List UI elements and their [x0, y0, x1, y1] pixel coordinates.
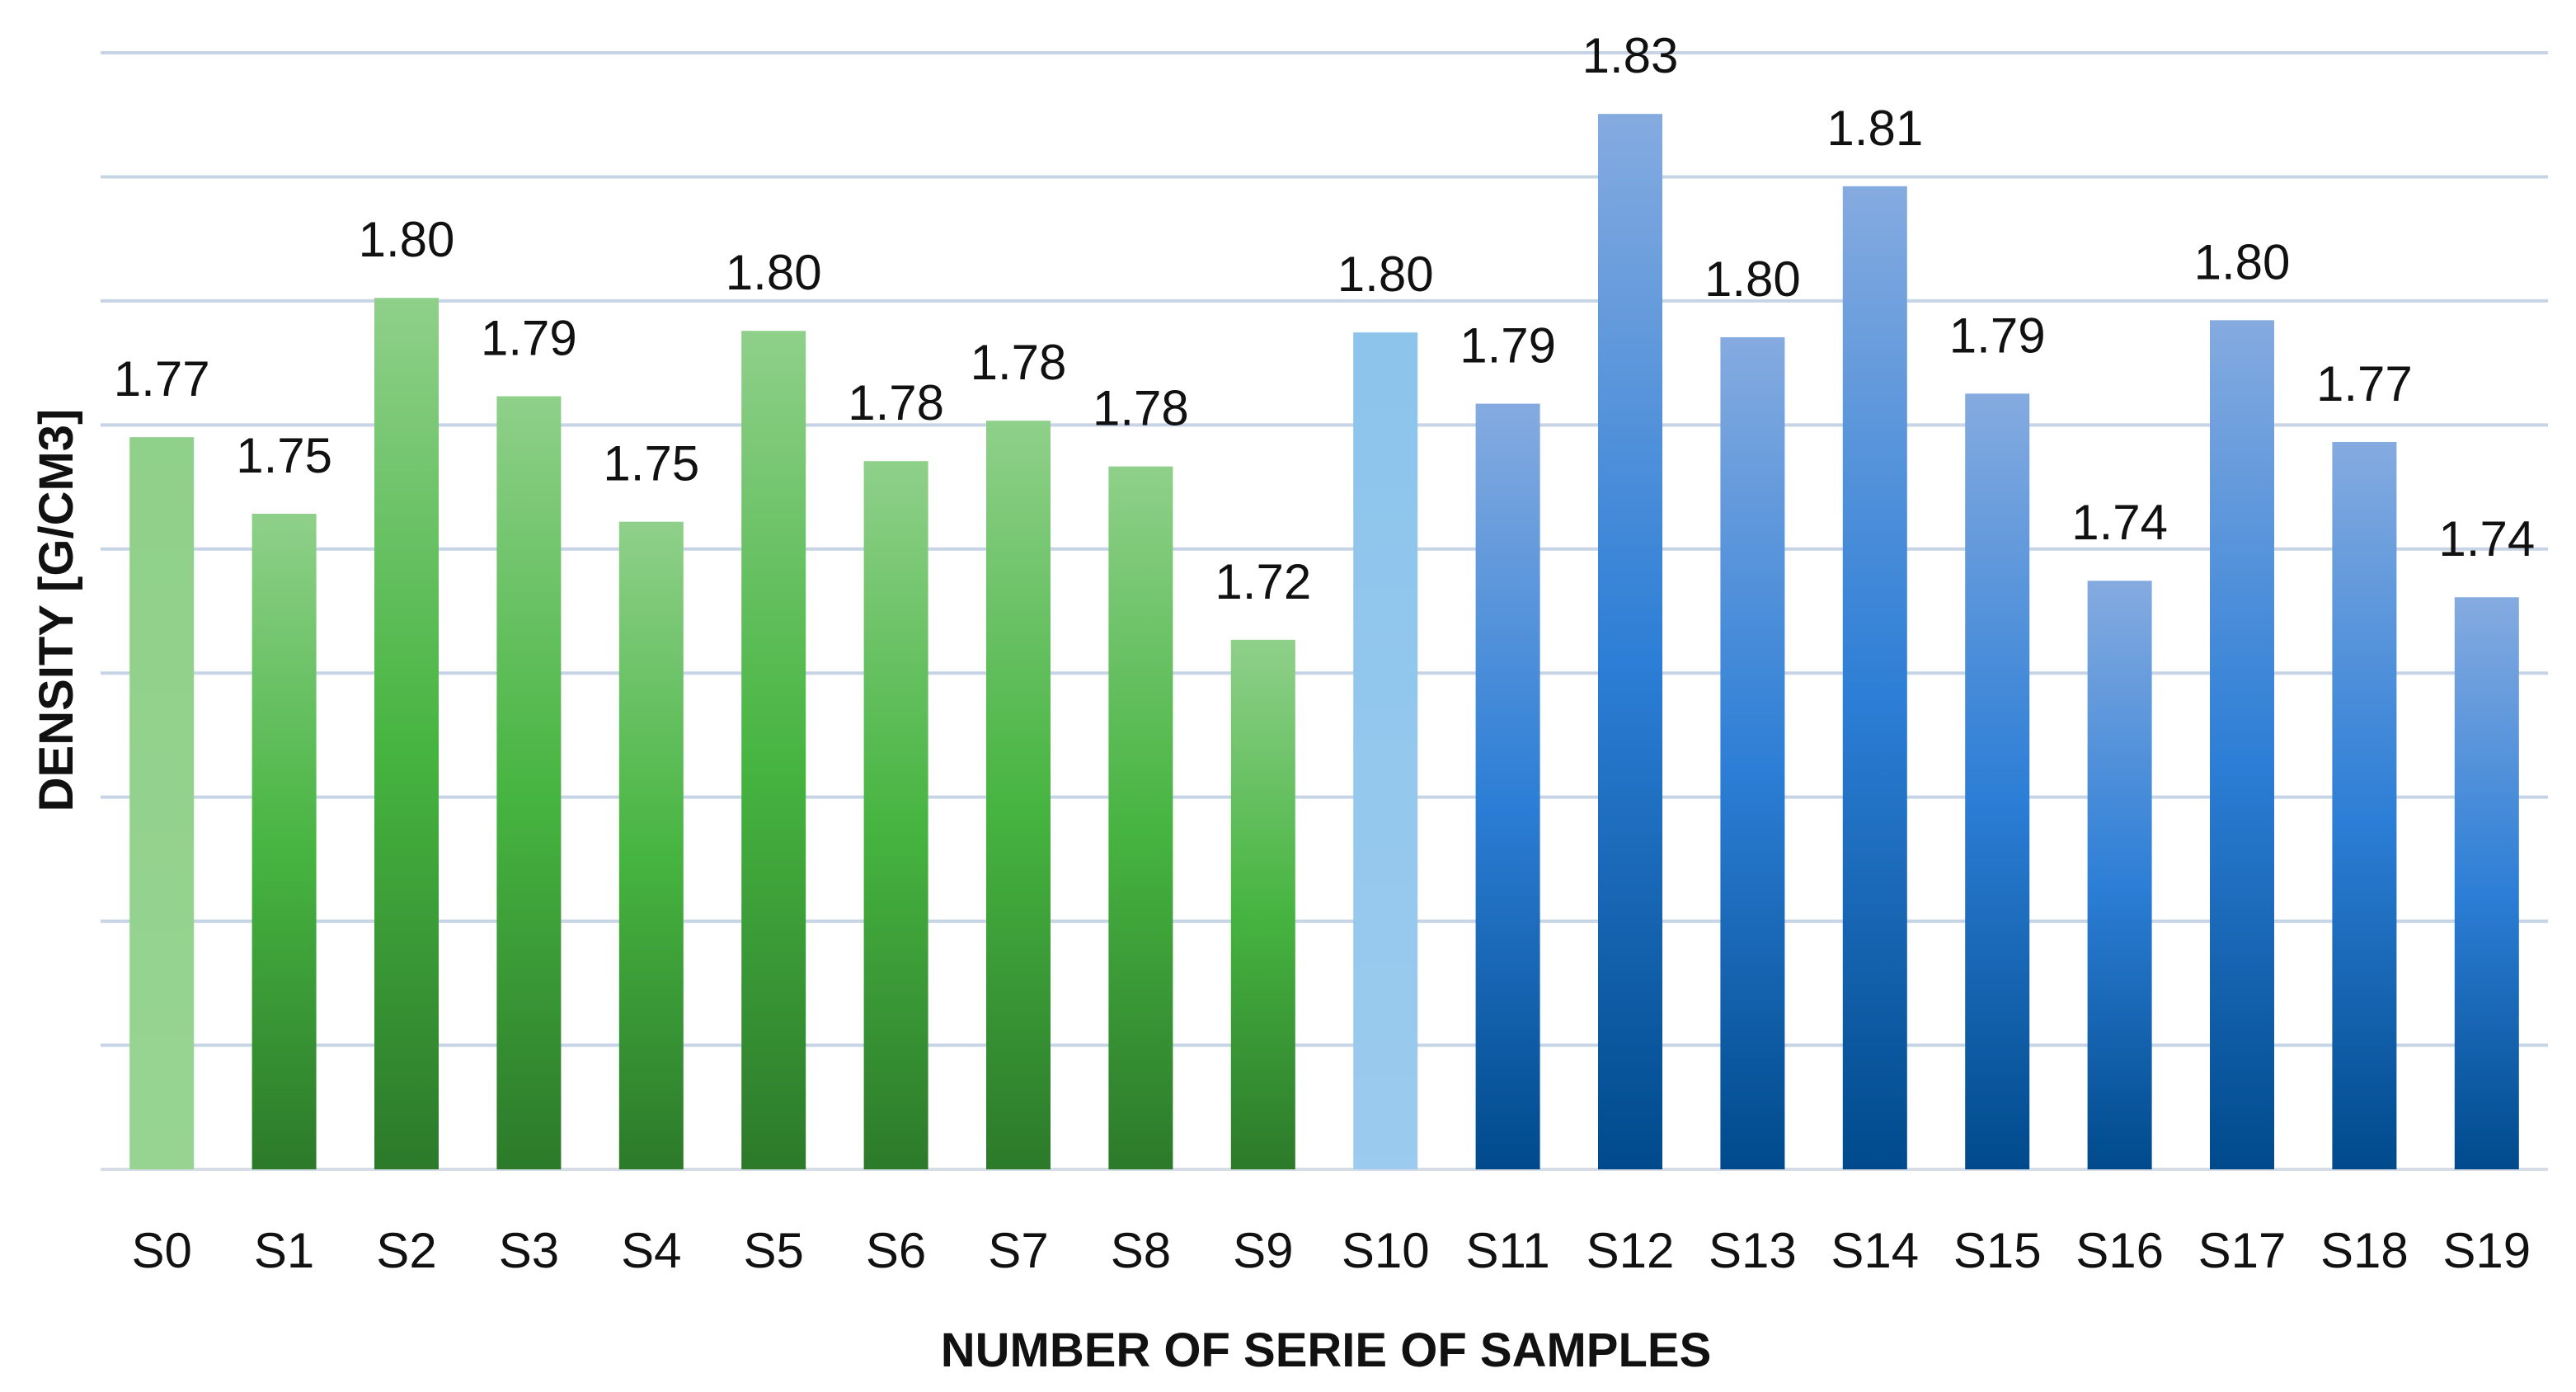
- x-tick-s12: S12: [1586, 1223, 1675, 1278]
- bar-s8: [1108, 466, 1173, 1169]
- value-label-s3: 1.79: [481, 311, 577, 366]
- bar-s3: [496, 396, 562, 1169]
- value-label-s5: 1.80: [726, 245, 822, 300]
- bar-s15: [1965, 393, 2030, 1170]
- bar-s18: [2332, 441, 2397, 1169]
- bar-s12: [1598, 114, 1662, 1170]
- value-label-s6: 1.78: [848, 375, 944, 430]
- x-tick-s13: S13: [1709, 1223, 1797, 1278]
- x-tick-labels: S0 S1 S2 S3 S4 S5 S6 S7 S8 S9 S10 S11 S12 S13 S14 S15 S1…: [132, 1223, 2531, 1278]
- x-tick-s15: S15: [1953, 1223, 2042, 1278]
- value-label-s11: 1.79: [1460, 318, 1556, 374]
- x-tick-s4: S4: [621, 1223, 681, 1278]
- value-label-s0: 1.77: [114, 351, 210, 407]
- x-tick-s14: S14: [1831, 1223, 1919, 1278]
- bar-s2: [374, 298, 439, 1169]
- value-label-s19: 1.74: [2438, 511, 2535, 567]
- bar-s1: [251, 514, 317, 1169]
- x-tick-s19: S19: [2442, 1223, 2531, 1278]
- value-label-s14: 1.81: [1826, 101, 1923, 156]
- value-label-s1: 1.75: [236, 428, 332, 483]
- bar-s11: [1475, 403, 1540, 1169]
- x-tick-s9: S9: [1233, 1223, 1293, 1278]
- value-label-s15: 1.79: [1949, 308, 2046, 363]
- gridlines: [101, 51, 2548, 1171]
- value-label-s7: 1.78: [971, 335, 1067, 390]
- y-axis-title: DENSITY [G/CM3]: [30, 409, 83, 812]
- x-tick-s7: S7: [988, 1223, 1048, 1278]
- bar-s19: [2454, 597, 2519, 1169]
- value-label-s16: 1.74: [2071, 495, 2168, 550]
- bar-s0: [129, 437, 195, 1169]
- x-tick-s8: S8: [1111, 1223, 1171, 1278]
- x-tick-s17: S17: [2198, 1223, 2287, 1278]
- bar-s7: [986, 421, 1051, 1169]
- x-tick-s3: S3: [499, 1223, 559, 1278]
- value-label-s12: 1.83: [1582, 28, 1679, 83]
- x-tick-s5: S5: [744, 1223, 804, 1278]
- bar-s4: [618, 521, 684, 1169]
- x-tick-s2: S2: [376, 1223, 436, 1278]
- value-label-s8: 1.78: [1093, 381, 1189, 436]
- value-labels: 1.77 1.75 1.80 1.79 1.75 1.80 1.78 1.78 1.78 1.72…: [114, 28, 2535, 609]
- x-tick-s6: S6: [866, 1223, 926, 1278]
- value-label-s18: 1.77: [2316, 356, 2413, 411]
- x-tick-s10: S10: [1342, 1223, 1430, 1278]
- value-label-s2: 1.80: [359, 212, 455, 267]
- bar-s9: [1230, 639, 1295, 1169]
- value-label-s17: 1.80: [2194, 234, 2291, 289]
- bar-s14: [1842, 186, 1907, 1170]
- x-tick-s11: S11: [1465, 1223, 1549, 1278]
- x-tick-s1: S1: [254, 1223, 314, 1278]
- value-label-s4: 1.75: [603, 436, 699, 491]
- bar-s13: [1720, 336, 1785, 1169]
- bars: [129, 114, 2519, 1170]
- x-tick-s0: S0: [132, 1223, 192, 1278]
- bar-s17: [2210, 320, 2274, 1170]
- x-tick-s16: S16: [2075, 1223, 2164, 1278]
- x-tick-s18: S18: [2320, 1223, 2409, 1278]
- bar-s16: [2087, 581, 2152, 1169]
- value-label-s9: 1.72: [1215, 554, 1311, 609]
- value-label-s10: 1.80: [1337, 247, 1434, 302]
- x-axis-title: NUMBER OF SERIE OF SAMPLES: [941, 1324, 1712, 1377]
- bar-s6: [863, 461, 928, 1169]
- value-label-s13: 1.80: [1704, 252, 1801, 307]
- bar-s10: [1353, 332, 1418, 1169]
- bar-s5: [741, 331, 806, 1170]
